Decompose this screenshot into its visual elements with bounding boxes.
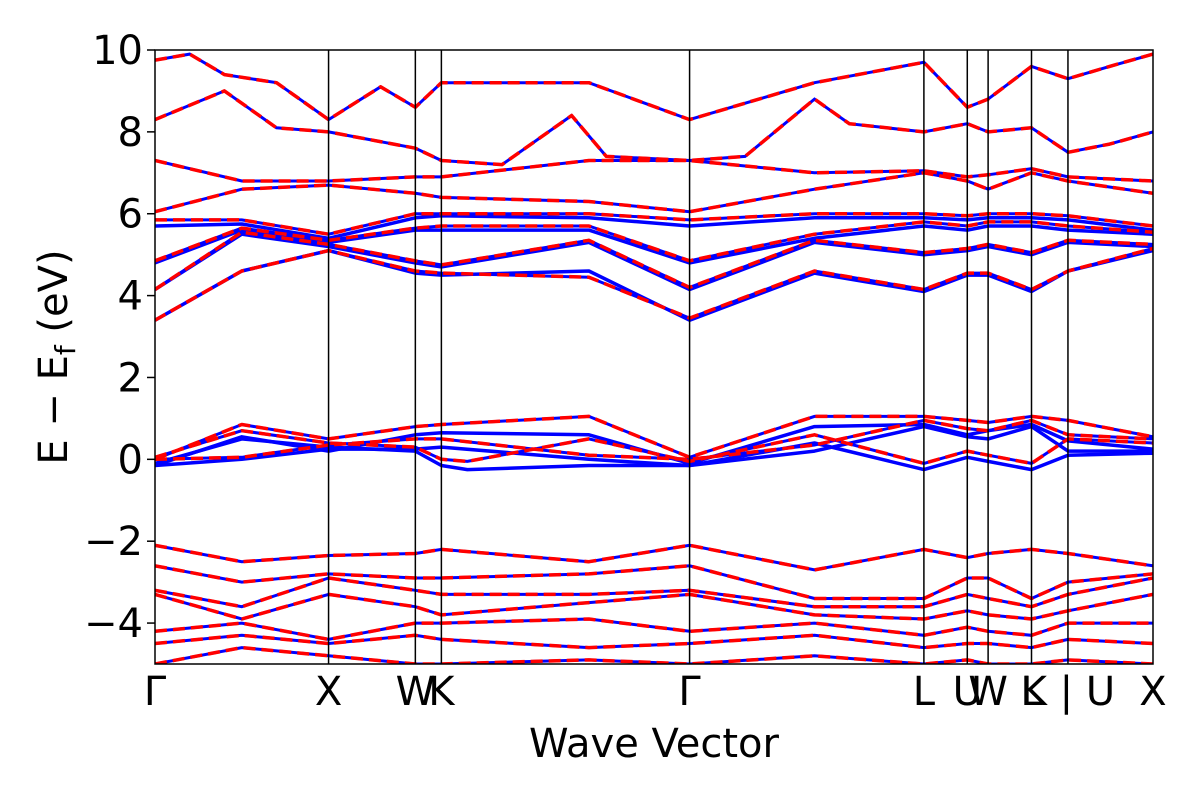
y-tick-label-1: −2 (84, 519, 143, 565)
y-tick-label-7: 10 (92, 28, 143, 74)
band-underlay-14 (155, 171, 1153, 214)
band-dashed-18 (155, 543, 1153, 572)
band-dashed-14 (155, 171, 1153, 214)
band-underlay-7 (155, 247, 1153, 322)
y-tick-label-0: −4 (84, 601, 143, 647)
band-dashed-15 (155, 158, 1153, 183)
x-tick-label-7: W (968, 669, 1008, 715)
x-tick-label-6: U (953, 669, 982, 715)
x-tick-label-0: Γ (144, 669, 167, 715)
y-axis-title: E − Ef (eV) (31, 249, 82, 464)
band-solid-2 (155, 424, 1153, 468)
band-dashed-9 (155, 230, 1153, 291)
band-dashed-17 (155, 52, 1153, 122)
band-dashed-24 (155, 645, 1153, 664)
y-tick-label-6: 8 (118, 110, 143, 156)
band-dashed-7 (155, 246, 1153, 322)
x-tick-label-10: X (1139, 669, 1166, 715)
band-underlay-19 (155, 564, 1153, 601)
y-tick-label-2: 0 (118, 437, 143, 483)
y-axis-title-unit-spacer (31, 333, 77, 346)
x-tick-label-2: W (396, 669, 436, 715)
band-underlay-17 (155, 52, 1153, 122)
y-axis-title-main: E − E (31, 355, 77, 465)
y-axis-title-subscript: f (49, 344, 82, 355)
band-dashed-16 (155, 89, 1153, 167)
x-tick-label-5: L (913, 669, 936, 715)
y-axis-ticks: −4 −2 0 2 4 6 8 10 (84, 28, 155, 647)
x-tick-label-9: K | U (1021, 669, 1115, 715)
y-tick-label-5: 6 (118, 192, 143, 238)
x-tick-label-1: X (315, 669, 342, 715)
plot-area (155, 52, 1153, 664)
band-dashed-23 (155, 633, 1153, 650)
y-tick-label-3: 2 (118, 355, 143, 401)
band-solid-12 (155, 214, 1153, 241)
y-axis-title-unit: (eV) (31, 249, 77, 332)
x-axis-title: Wave Vector (529, 721, 780, 767)
band-underlay-15 (155, 159, 1153, 183)
band-dashed-13 (155, 211, 1153, 236)
band-dashed-3 (155, 414, 1153, 461)
y-tick-label-4: 4 (118, 274, 143, 320)
x-tick-label-4: Γ (678, 669, 701, 715)
band-solid-8 (155, 232, 1153, 292)
band-underlay-24 (155, 646, 1153, 664)
band-dashed-21 (155, 592, 1153, 621)
x-tick-label-8: L (1020, 669, 1043, 715)
band-dashed-19 (155, 564, 1153, 601)
series-layer (155, 52, 1153, 664)
band-dashed-5 (155, 418, 1153, 462)
x-tick-label-3: K (428, 669, 456, 715)
band-solid-6 (155, 248, 1153, 322)
plot-frame (154, 49, 1154, 665)
kpoint-lines (327, 50, 1069, 664)
band-solid-10 (155, 224, 1153, 265)
band-dashed-11 (155, 220, 1153, 263)
band-dashed-22 (155, 617, 1153, 642)
band-dashed-20 (155, 576, 1153, 609)
